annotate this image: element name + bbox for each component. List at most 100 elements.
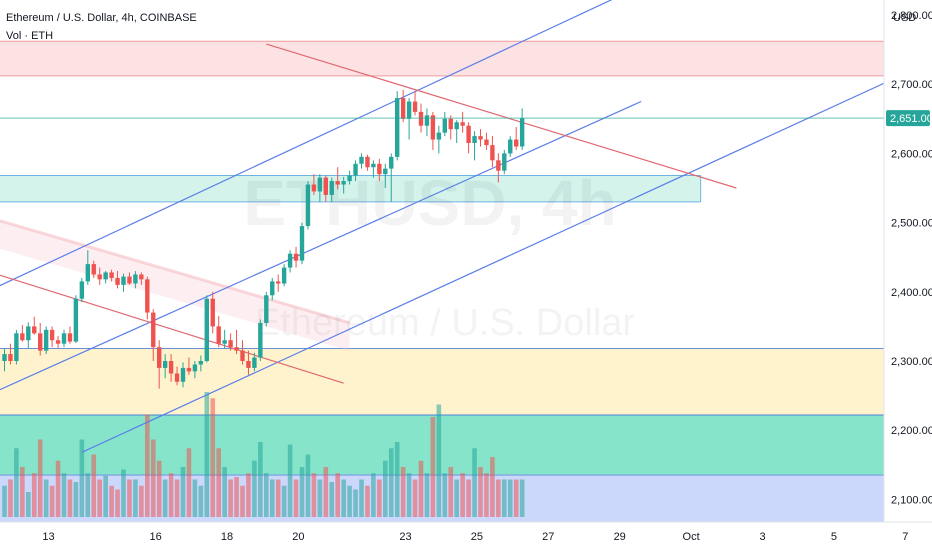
volume-bar [448, 467, 454, 517]
candle-body [157, 347, 162, 368]
time-axis-bg[interactable] [0, 522, 932, 550]
time-tick-label: 3 [759, 531, 765, 543]
candle-body [8, 354, 13, 361]
candle-body [49, 329, 55, 341]
candle-body [412, 101, 418, 112]
candle-body [484, 139, 489, 146]
candle-body [478, 136, 483, 140]
candle-body [103, 272, 108, 280]
volume-bar [412, 479, 418, 517]
volume-bar [240, 485, 245, 517]
candle-body [270, 281, 275, 296]
candle-body [234, 347, 239, 351]
volume-bar [454, 479, 459, 517]
volume-bar [204, 392, 210, 517]
candle-body [97, 274, 102, 280]
volume-bar [406, 473, 412, 517]
volume-bar [145, 414, 150, 517]
candle-body [389, 156, 394, 169]
candle-body [73, 298, 79, 342]
volume-bar [478, 467, 483, 517]
volume-bar [216, 448, 221, 517]
volume-bar [234, 477, 239, 517]
volume-bar [430, 417, 436, 517]
candle-body [43, 329, 49, 351]
candle-body [32, 326, 37, 334]
symbol-watermark: ETHUSD, 4h Ethereum / U.S. Dollar [243, 167, 635, 344]
volume-bar [371, 473, 376, 517]
price-tick-label: 2,800.00 [891, 10, 932, 22]
volume-bar [507, 479, 513, 517]
candle-body [293, 253, 299, 261]
volume-bar [347, 485, 352, 517]
candle-body [400, 98, 406, 119]
volume-bar [359, 479, 364, 517]
candle-body [210, 298, 215, 327]
volume-bar [287, 444, 293, 517]
time-tick-label: 16 [149, 531, 161, 543]
volume-bar [79, 439, 85, 517]
volume-bar [174, 479, 180, 517]
price-zones [0, 40, 884, 550]
volume-legend: Vol · ETH [6, 30, 53, 42]
candle-body [2, 354, 7, 361]
volume-bar [20, 467, 25, 517]
candle-body [377, 163, 382, 175]
candle-body [442, 118, 447, 133]
volume-bar [293, 479, 299, 517]
candle-body [508, 139, 513, 154]
volume-bar [26, 492, 31, 517]
volume-bar [37, 439, 43, 517]
volume-bar [472, 448, 477, 517]
time-tick-label: 25 [471, 531, 483, 543]
candle-body [168, 361, 174, 374]
volume-bar [442, 473, 448, 517]
volume-bar [400, 467, 406, 517]
candle-body [305, 184, 311, 227]
candle-body [162, 361, 168, 368]
candle-body [299, 226, 305, 261]
candle-body [335, 181, 340, 185]
candle-body [418, 111, 424, 126]
candle-body [383, 168, 388, 175]
volume-bar [299, 467, 305, 517]
candle-body [436, 132, 442, 140]
zone-3 [0, 348, 884, 415]
volume-bar [14, 448, 19, 517]
drawn-lines [0, 0, 898, 453]
candle-body [323, 177, 328, 195]
currency-label[interactable]: USD [893, 12, 916, 24]
candle-body [91, 264, 96, 275]
candles [2, 89, 525, 389]
candle-body [329, 181, 334, 195]
candle-body [287, 253, 293, 268]
volume-bar [436, 404, 442, 517]
volume-bar [365, 485, 370, 517]
volume-bar [127, 479, 132, 517]
volume-bar [305, 454, 311, 517]
volume-bar [246, 473, 251, 517]
volume-bar [150, 439, 156, 517]
candle-body [246, 361, 251, 368]
volume-bar [424, 473, 430, 517]
volume-bar [139, 485, 144, 517]
candle-body [252, 357, 257, 368]
faded-trend-band-edge [0, 219, 351, 325]
candle-body [341, 181, 346, 185]
trend-line-0 [266, 43, 737, 189]
volume-bar [73, 482, 79, 517]
price-axis-bg[interactable] [884, 0, 932, 522]
candle-body [133, 274, 138, 284]
price-tick-label: 2,300.00 [891, 356, 932, 368]
candle-body [79, 281, 85, 299]
candle-body [20, 333, 25, 341]
candle-body [216, 326, 221, 344]
channel-line-1 [0, 100, 642, 391]
candle-body [281, 267, 287, 284]
volume-bar [103, 475, 108, 517]
volume-bar [156, 460, 162, 517]
volume-bar [43, 479, 49, 517]
time-tick-label: 7 [902, 531, 908, 543]
price-axis-labels: 2,100.00 2,200.00 2,300.00 2,400.00 2,500.00… [891, 10, 932, 506]
